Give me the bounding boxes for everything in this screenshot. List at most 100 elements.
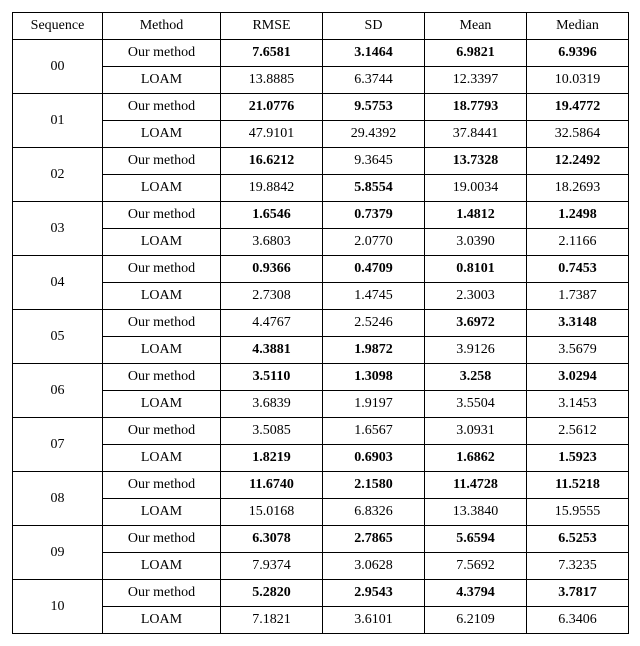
method-cell: Our method — [103, 526, 221, 553]
rmse-cell: 15.0168 — [221, 499, 323, 526]
median-cell: 1.7387 — [527, 283, 629, 310]
sequence-cell: 06 — [13, 364, 103, 418]
sd-cell: 9.5753 — [323, 94, 425, 121]
rmse-cell: 3.5085 — [221, 418, 323, 445]
table-row: 03Our method1.65460.73791.48121.2498 — [13, 202, 629, 229]
rmse-cell: 7.6581 — [221, 40, 323, 67]
table-row: 09Our method6.30782.78655.65946.5253 — [13, 526, 629, 553]
table-row: LOAM19.88425.855419.003418.2693 — [13, 175, 629, 202]
mean-cell: 7.5692 — [425, 553, 527, 580]
sequence-cell: 01 — [13, 94, 103, 148]
header-median: Median — [527, 13, 629, 40]
method-cell: LOAM — [103, 337, 221, 364]
sequence-cell: 08 — [13, 472, 103, 526]
header-mean: Mean — [425, 13, 527, 40]
rmse-cell: 3.5110 — [221, 364, 323, 391]
median-cell: 6.3406 — [527, 607, 629, 634]
sd-cell: 29.4392 — [323, 121, 425, 148]
median-cell: 7.3235 — [527, 553, 629, 580]
mean-cell: 11.4728 — [425, 472, 527, 499]
table-row: LOAM2.73081.47452.30031.7387 — [13, 283, 629, 310]
sequence-cell: 02 — [13, 148, 103, 202]
table-row: LOAM15.01686.832613.384015.9555 — [13, 499, 629, 526]
method-cell: Our method — [103, 310, 221, 337]
method-cell: LOAM — [103, 283, 221, 310]
mean-cell: 18.7793 — [425, 94, 527, 121]
sd-cell: 6.3744 — [323, 67, 425, 94]
median-cell: 6.5253 — [527, 526, 629, 553]
table-row: LOAM3.68032.07703.03902.1166 — [13, 229, 629, 256]
sd-cell: 5.8554 — [323, 175, 425, 202]
rmse-cell: 47.9101 — [221, 121, 323, 148]
table-row: 02Our method16.62129.364513.732812.2492 — [13, 148, 629, 175]
sd-cell: 2.1580 — [323, 472, 425, 499]
table-row: LOAM7.18213.61016.21096.3406 — [13, 607, 629, 634]
sd-cell: 9.3645 — [323, 148, 425, 175]
mean-cell: 6.9821 — [425, 40, 527, 67]
median-cell: 3.3148 — [527, 310, 629, 337]
table-row: 10Our method5.28202.95434.37943.7817 — [13, 580, 629, 607]
median-cell: 1.5923 — [527, 445, 629, 472]
mean-cell: 3.0390 — [425, 229, 527, 256]
mean-cell: 3.0931 — [425, 418, 527, 445]
sd-cell: 3.1464 — [323, 40, 425, 67]
sd-cell: 6.8326 — [323, 499, 425, 526]
table-row: LOAM4.38811.98723.91263.5679 — [13, 337, 629, 364]
mean-cell: 1.4812 — [425, 202, 527, 229]
method-cell: Our method — [103, 148, 221, 175]
mean-cell: 12.3397 — [425, 67, 527, 94]
mean-cell: 3.6972 — [425, 310, 527, 337]
method-cell: LOAM — [103, 445, 221, 472]
method-cell: Our method — [103, 40, 221, 67]
median-cell: 3.1453 — [527, 391, 629, 418]
header-sequence: Sequence — [13, 13, 103, 40]
sd-cell: 1.4745 — [323, 283, 425, 310]
sd-cell: 1.6567 — [323, 418, 425, 445]
sd-cell: 3.0628 — [323, 553, 425, 580]
rmse-cell: 0.9366 — [221, 256, 323, 283]
sd-cell: 1.3098 — [323, 364, 425, 391]
rmse-cell: 7.9374 — [221, 553, 323, 580]
table-row: LOAM3.68391.91973.55043.1453 — [13, 391, 629, 418]
rmse-cell: 2.7308 — [221, 283, 323, 310]
sequence-cell: 07 — [13, 418, 103, 472]
method-cell: Our method — [103, 418, 221, 445]
mean-cell: 37.8441 — [425, 121, 527, 148]
mean-cell: 5.6594 — [425, 526, 527, 553]
median-cell: 0.7453 — [527, 256, 629, 283]
median-cell: 12.2492 — [527, 148, 629, 175]
table-row: 07Our method3.50851.65673.09312.5612 — [13, 418, 629, 445]
median-cell: 10.0319 — [527, 67, 629, 94]
median-cell: 3.7817 — [527, 580, 629, 607]
sd-cell: 0.6903 — [323, 445, 425, 472]
rmse-cell: 13.8885 — [221, 67, 323, 94]
sd-cell: 0.4709 — [323, 256, 425, 283]
method-cell: LOAM — [103, 229, 221, 256]
sd-cell: 0.7379 — [323, 202, 425, 229]
method-cell: Our method — [103, 580, 221, 607]
sequence-cell: 05 — [13, 310, 103, 364]
table-row: 08Our method11.67402.158011.472811.5218 — [13, 472, 629, 499]
mean-cell: 6.2109 — [425, 607, 527, 634]
sequence-cell: 00 — [13, 40, 103, 94]
sd-cell: 2.5246 — [323, 310, 425, 337]
rmse-cell: 1.8219 — [221, 445, 323, 472]
method-cell: LOAM — [103, 499, 221, 526]
table-row: 05Our method4.47672.52463.69723.3148 — [13, 310, 629, 337]
median-cell: 11.5218 — [527, 472, 629, 499]
table-body: 00Our method7.65813.14646.98216.9396 LOAM… — [13, 40, 629, 634]
mean-cell: 3.9126 — [425, 337, 527, 364]
sequence-cell: 04 — [13, 256, 103, 310]
sequence-cell: 09 — [13, 526, 103, 580]
rmse-cell: 16.6212 — [221, 148, 323, 175]
table-row: LOAM1.82190.69031.68621.5923 — [13, 445, 629, 472]
method-cell: LOAM — [103, 175, 221, 202]
table-row: 00Our method7.65813.14646.98216.9396 — [13, 40, 629, 67]
mean-cell: 1.6862 — [425, 445, 527, 472]
results-table: Sequence Method RMSE SD Mean Median 00Ou… — [12, 12, 629, 634]
median-cell: 15.9555 — [527, 499, 629, 526]
sd-cell: 1.9197 — [323, 391, 425, 418]
sd-cell: 2.0770 — [323, 229, 425, 256]
rmse-cell: 1.6546 — [221, 202, 323, 229]
median-cell: 2.5612 — [527, 418, 629, 445]
